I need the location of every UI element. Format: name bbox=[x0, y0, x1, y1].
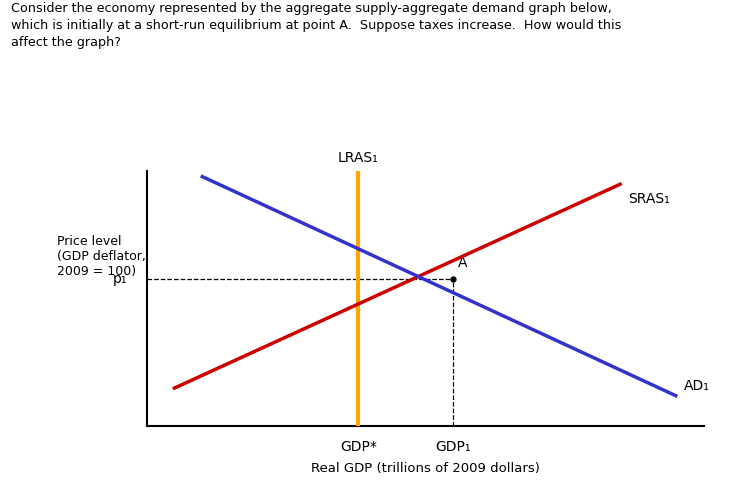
Text: Price level
(GDP deflator,
2009 = 100): Price level (GDP deflator, 2009 = 100) bbox=[57, 235, 147, 278]
Text: Real GDP (trillions of 2009 dollars): Real GDP (trillions of 2009 dollars) bbox=[311, 462, 539, 475]
Text: AD₁: AD₁ bbox=[684, 379, 710, 392]
Text: SRAS₁: SRAS₁ bbox=[628, 192, 670, 206]
Text: GDP*: GDP* bbox=[340, 441, 377, 454]
Text: LRAS₁: LRAS₁ bbox=[338, 151, 379, 165]
Text: p₁: p₁ bbox=[113, 271, 127, 286]
Text: A: A bbox=[457, 256, 467, 270]
Text: Consider the economy represented by the aggregate supply-aggregate demand graph : Consider the economy represented by the … bbox=[11, 2, 622, 49]
Text: GDP₁: GDP₁ bbox=[435, 441, 471, 454]
